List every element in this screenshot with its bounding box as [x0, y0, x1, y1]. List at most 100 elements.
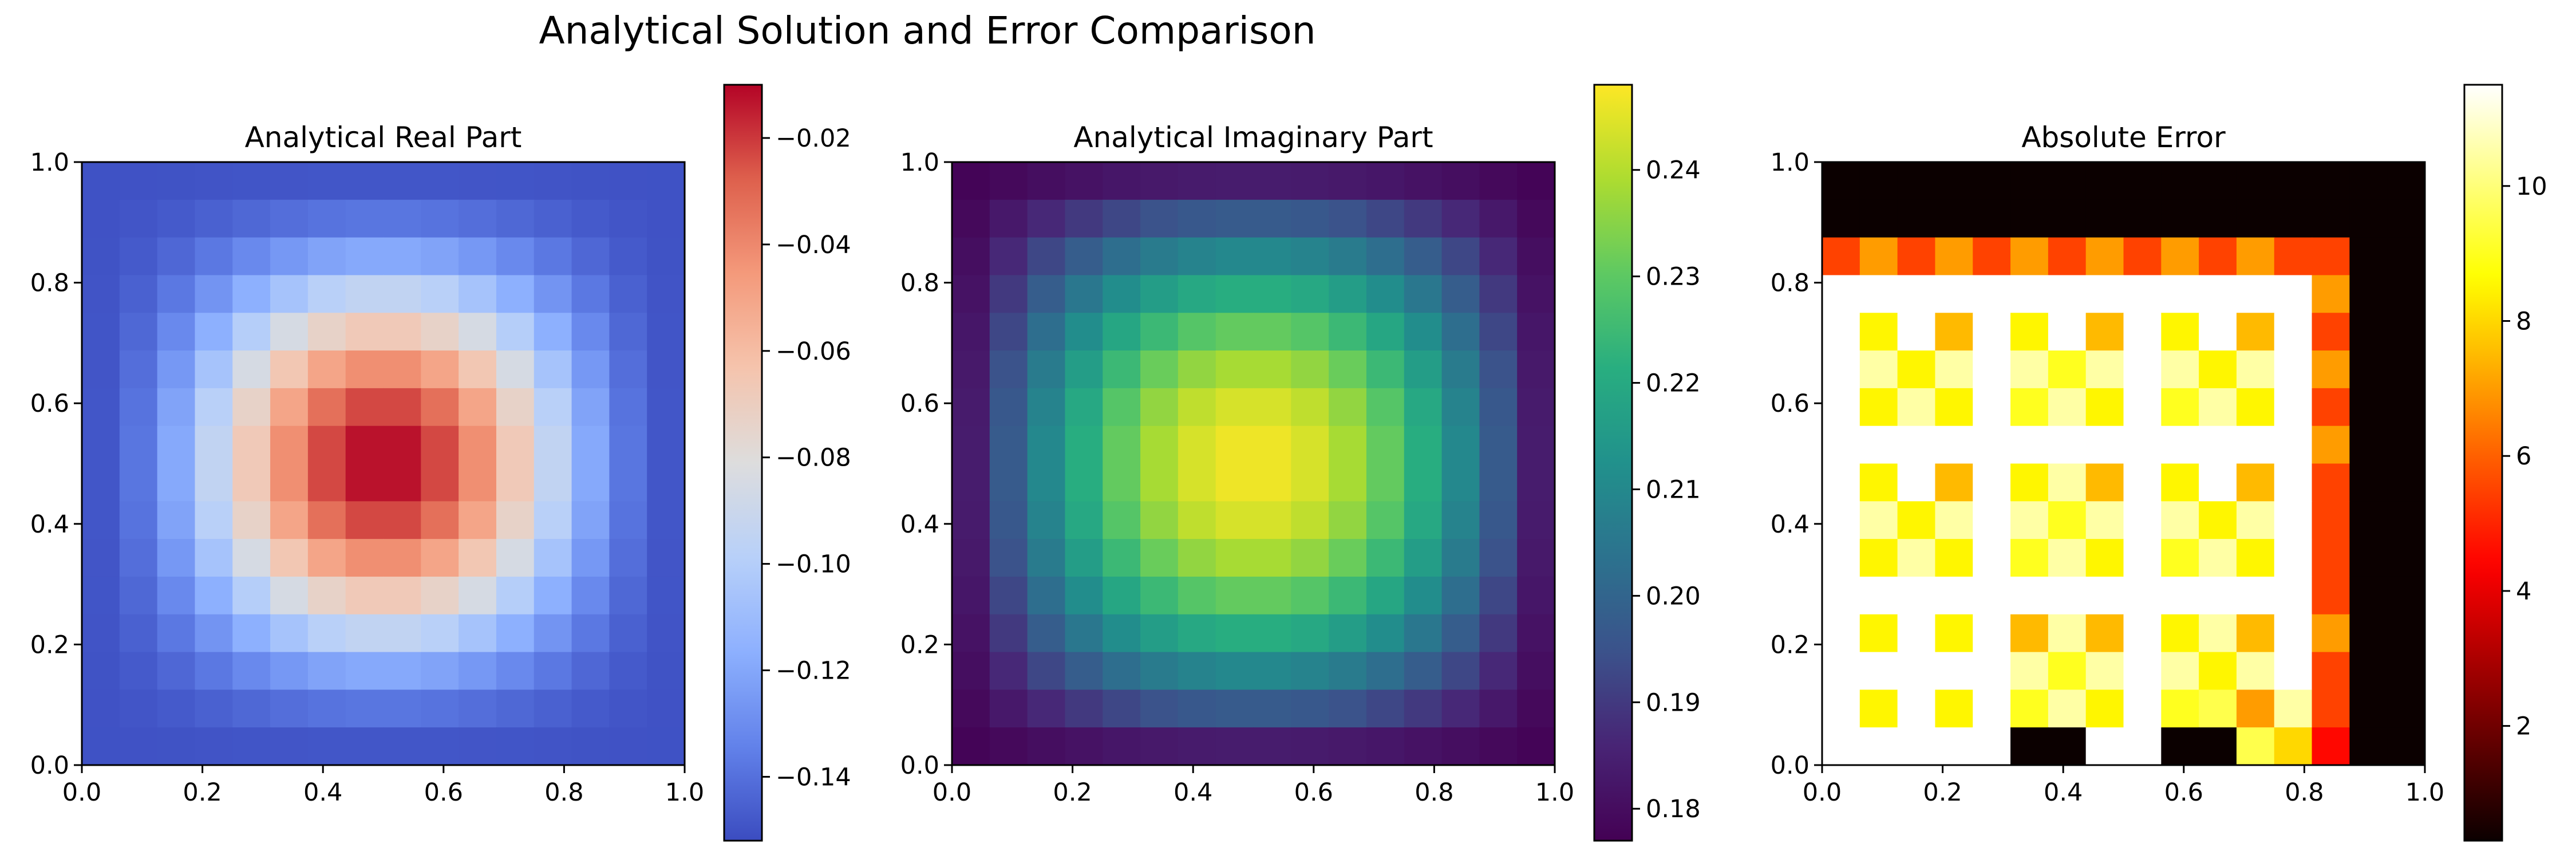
- heatmap-cell: [1065, 652, 1104, 691]
- heatmap-cell: [1973, 576, 2011, 615]
- y-tick-label: 1.0: [30, 148, 69, 177]
- heatmap-cell: [1291, 199, 1329, 238]
- heatmap-cell: [195, 463, 234, 502]
- heatmap-cell: [1859, 614, 1898, 653]
- heatmap-cell: [383, 162, 422, 200]
- heatmap-cell: [270, 275, 309, 314]
- heatmap-cell: [1479, 689, 1518, 728]
- heatmap-cell: [1404, 425, 1443, 464]
- heatmap-cell: [1027, 237, 1066, 276]
- heatmap-cell: [647, 388, 685, 427]
- heatmap-cell: [1517, 313, 1555, 351]
- heatmap-cell: [1935, 614, 1974, 653]
- heatmap-cell: [383, 689, 422, 728]
- heatmap-cell: [2349, 727, 2388, 766]
- heatmap-cell: [82, 652, 120, 691]
- heatmap-cell: [307, 313, 346, 351]
- heatmap-cell: [496, 501, 535, 539]
- heatmap-cell: [609, 576, 647, 615]
- heatmap-cell: [1479, 652, 1518, 691]
- heatmap-cell: [383, 463, 422, 502]
- heatmap-cell: [609, 199, 647, 238]
- heatmap-cell: [1178, 350, 1216, 389]
- heatmap-cell: [1441, 162, 1480, 200]
- heatmap-cell: [2085, 727, 2124, 766]
- heatmap-cell: [1027, 576, 1066, 615]
- heatmap-cell: [1140, 237, 1179, 276]
- heatmap-cell: [1441, 652, 1480, 691]
- heatmap-cell: [270, 689, 309, 728]
- heatmap-cell: [1103, 162, 1141, 200]
- heatmap-cell: [647, 689, 685, 728]
- heatmap-cell: [989, 539, 1028, 577]
- heatmap-cell: [1103, 237, 1141, 276]
- panel-3: Absolute Error 0.0 0.2 0.4 0.6 0.8 1.0 0.0 0.2 0.…: [1771, 84, 2547, 842]
- heatmap-cell: [1479, 614, 1518, 653]
- y-tick-label: 0.2: [1771, 631, 1809, 659]
- heatmap-cell: [1479, 237, 1518, 276]
- heatmap-cell: [1973, 313, 2011, 351]
- heatmap-cell: [2236, 237, 2275, 276]
- heatmap-cell: [1140, 727, 1179, 766]
- heatmap-cell: [1404, 350, 1443, 389]
- heatmap-cell: [1253, 388, 1292, 427]
- heatmap-cell: [195, 199, 234, 238]
- heatmap-cell: [1366, 652, 1405, 691]
- heatmap-cell: [647, 539, 685, 577]
- heatmap-cell: [952, 501, 990, 539]
- heatmap-cell: [383, 237, 422, 276]
- heatmap-cell: [82, 614, 120, 653]
- heatmap-cell: [1404, 237, 1443, 276]
- heatmap-cell: [2387, 727, 2425, 766]
- heatmap-cell: [1973, 689, 2011, 728]
- heatmap-cell: [2010, 614, 2049, 653]
- heatmap-cell: [2161, 689, 2199, 728]
- heatmap-cell: [1935, 199, 1974, 238]
- colorbar-tick-label: −0.08: [776, 444, 851, 472]
- heatmap-cell: [1329, 425, 1367, 464]
- heatmap-cell: [2123, 652, 2162, 691]
- heatmap-cell: [1253, 350, 1292, 389]
- heatmap-cell: [1027, 425, 1066, 464]
- heatmap-cell: [1140, 162, 1179, 200]
- heatmap-cell: [2048, 501, 2087, 539]
- heatmap-cell: [1329, 576, 1367, 615]
- heatmap-cell: [2199, 388, 2237, 427]
- heatmap-cell: [2048, 463, 2087, 502]
- heatmap-cell: [1822, 388, 1860, 427]
- heatmap-cell: [383, 425, 422, 464]
- heatmap-cell: [989, 727, 1028, 766]
- heatmap-cell: [2085, 614, 2124, 653]
- heatmap-cell: [1404, 539, 1443, 577]
- heatmap-cell: [952, 237, 990, 276]
- heatmap-cell: [1859, 388, 1898, 427]
- heatmap-cell: [609, 162, 647, 200]
- heatmap-cell: [1178, 501, 1216, 539]
- heatmap-cell: [1935, 237, 1974, 276]
- heatmap-cell: [1027, 162, 1066, 200]
- heatmap-cell: [1366, 576, 1405, 615]
- heatmap-cell: [2349, 388, 2388, 427]
- heatmap-cell: [2312, 652, 2350, 691]
- heatmap-cell: [1291, 425, 1329, 464]
- heatmap-cell: [609, 652, 647, 691]
- heatmap-cell: [2236, 576, 2275, 615]
- heatmap-cell: [459, 313, 497, 351]
- heatmap-cell: [270, 162, 309, 200]
- heatmap-cell: [1178, 313, 1216, 351]
- heatmap-cell: [647, 199, 685, 238]
- heatmap-cell: [1822, 350, 1860, 389]
- heatmap-cell: [195, 652, 234, 691]
- heatmap-cell: [421, 199, 459, 238]
- heatmap-cell: [2161, 388, 2199, 427]
- heatmap-cell: [609, 275, 647, 314]
- heatmap-cell: [232, 162, 271, 200]
- heatmap-cell: [1822, 576, 1860, 615]
- colorbar-frame: [723, 84, 763, 842]
- heatmap-cell: [2161, 501, 2199, 539]
- heatmap-cell: [1215, 652, 1254, 691]
- colorbar-tick-label: 2: [2516, 712, 2531, 741]
- heatmap-cell: [1517, 388, 1555, 427]
- heatmap-cell: [496, 388, 535, 427]
- heatmap-cell: [1140, 199, 1179, 238]
